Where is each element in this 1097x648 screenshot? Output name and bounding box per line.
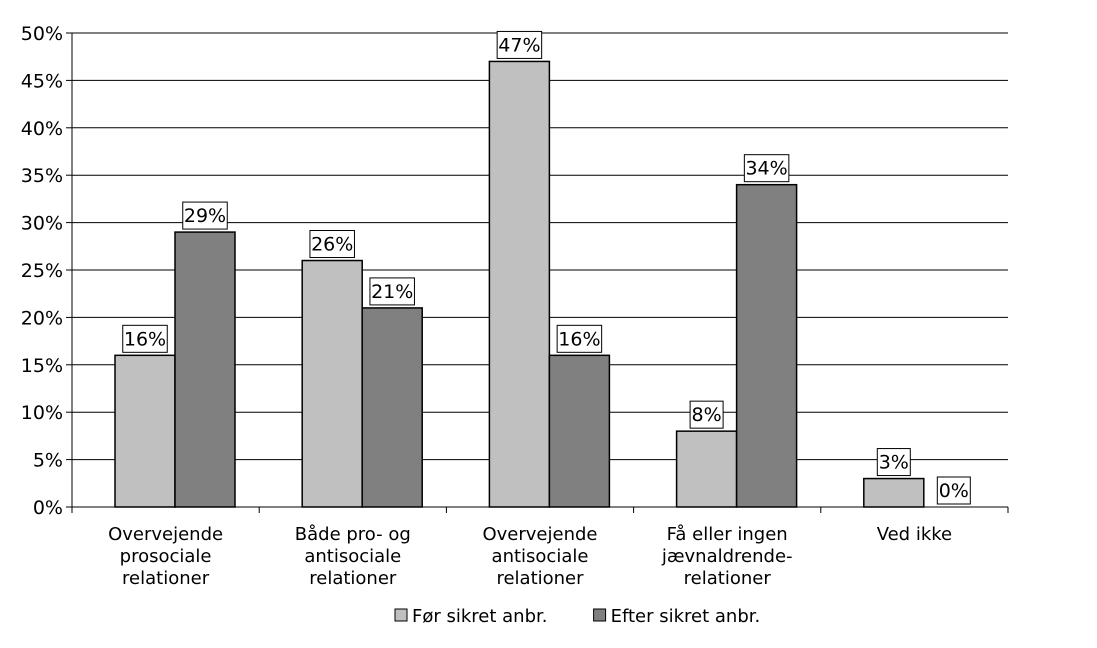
data-label-box	[743, 154, 790, 183]
legend: Før sikret anbr. Efter sikret anbr.	[394, 606, 761, 627]
y-tick-label: 15%	[21, 355, 63, 377]
data-label: 29%	[184, 205, 226, 227]
data-label: 0%	[939, 480, 969, 502]
bar	[675, 430, 738, 508]
legend-swatch	[394, 608, 408, 622]
x-category-label: Få eller ingen jævnaldrende-relationer	[661, 524, 793, 589]
data-label: 8%	[692, 404, 722, 426]
data-label-box	[122, 324, 168, 353]
y-tick-label: 35%	[21, 165, 63, 187]
data-label: 3%	[879, 452, 909, 474]
legend-label: Efter sikret anbr.	[611, 606, 761, 627]
y-tick-label: 10%	[21, 402, 63, 424]
bar	[174, 231, 236, 508]
y-tick-label: 20%	[21, 307, 63, 329]
data-label-box	[936, 476, 971, 505]
legend-label: Før sikret anbr.	[412, 606, 547, 627]
bar	[301, 259, 363, 508]
y-tick-label: 45%	[21, 70, 63, 92]
data-label: 16%	[558, 328, 600, 350]
legend-swatch	[593, 608, 607, 622]
data-label: 16%	[124, 328, 166, 350]
x-category-label: Både pro- og antisociale relationer	[295, 524, 411, 589]
bar	[735, 183, 798, 508]
y-tick-label: 30%	[21, 213, 63, 235]
data-label-box	[876, 448, 911, 477]
data-label-box	[689, 400, 724, 429]
axes: 0% 5% 10% 15% 20% 25% 30% 35% 40% 45% 50% Overvejen…	[21, 23, 1009, 589]
bar	[488, 60, 551, 508]
bar	[361, 307, 423, 508]
bar	[863, 477, 925, 508]
x-category-label: Overvejende prosociale relationer	[108, 524, 223, 589]
y-tick-label: 5%	[33, 450, 63, 472]
x-category-label: Ved ikke	[877, 524, 952, 545]
data-label-box	[309, 230, 355, 259]
data-label-box	[496, 30, 543, 59]
data-label-box	[369, 277, 415, 306]
data-label-box	[182, 201, 228, 230]
bar	[114, 354, 176, 508]
data-label: 21%	[371, 281, 413, 303]
data-labels: 16% 29% 26% 21% 47% 16% 8% 34% 3% 0%	[122, 30, 971, 505]
y-tick-label: 0%	[33, 497, 63, 519]
y-tick-label: 25%	[21, 260, 63, 282]
data-label: 34%	[745, 158, 787, 180]
y-tick-label: 50%	[21, 23, 63, 45]
x-category-label: Overvejende antisociale relationer	[482, 524, 597, 589]
y-tick-label: 40%	[21, 118, 63, 140]
bar	[548, 354, 611, 508]
data-label: 26%	[311, 234, 353, 256]
data-label: 47%	[498, 34, 540, 56]
data-label-box	[556, 324, 603, 353]
